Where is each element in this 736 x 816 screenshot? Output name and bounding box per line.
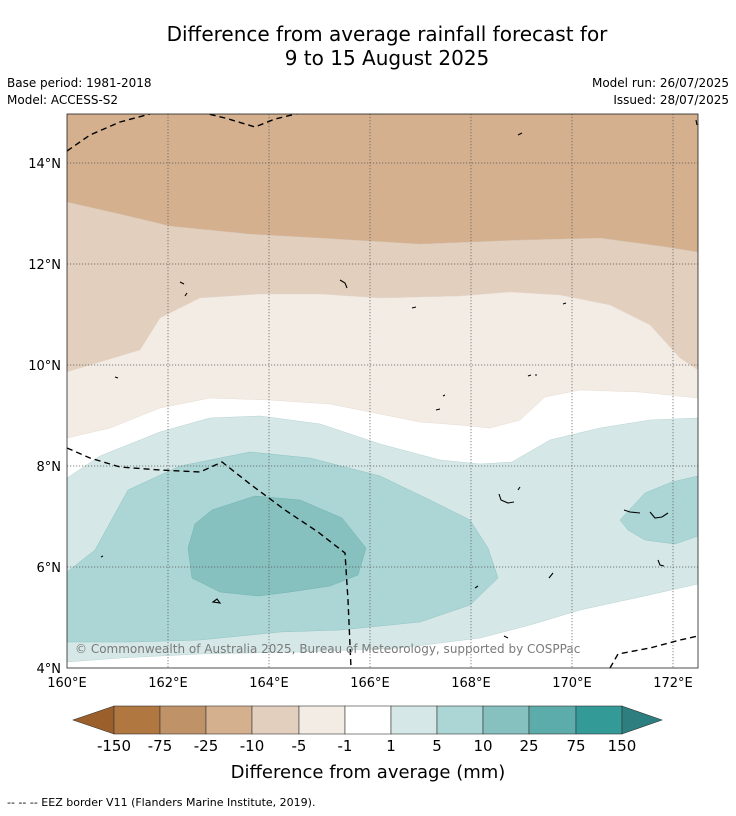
lat-tick-label: 12°N bbox=[28, 258, 61, 273]
chart-title: Difference from average rainfall forecas… bbox=[0, 22, 736, 70]
colorbar-label: -1 bbox=[338, 737, 353, 755]
contour-wet-25 bbox=[187, 495, 367, 597]
colorbar-label: -150 bbox=[97, 737, 131, 755]
island bbox=[498, 486, 521, 504]
contour-wet-10-east bbox=[619, 475, 698, 545]
meta-right: Model run: 26/07/2025 Issued: 28/07/2025 bbox=[592, 75, 729, 109]
colorbar-label: 5 bbox=[432, 737, 442, 755]
colorbar-segment bbox=[482, 705, 530, 735]
rainfall-contours bbox=[67, 114, 698, 668]
colorbar-title: Difference from average (mm) bbox=[231, 762, 506, 783]
island bbox=[435, 394, 446, 411]
colorbar-segment bbox=[575, 705, 623, 735]
colorbar-segment bbox=[113, 705, 161, 735]
colorbar-left-arrow bbox=[72, 705, 115, 735]
meta-left: Base period: 1981-2018 Model: ACCESS-S2 bbox=[7, 75, 152, 109]
island bbox=[623, 509, 669, 519]
island bbox=[211, 598, 222, 604]
colorbar-label: -10 bbox=[240, 737, 265, 755]
colorbar-segment bbox=[205, 705, 253, 735]
island bbox=[114, 376, 119, 379]
colorbar-right-arrow bbox=[621, 705, 663, 735]
model-run-text: Model run: 26/07/2025 bbox=[591, 76, 729, 90]
eez-borders bbox=[67, 114, 698, 668]
island bbox=[339, 279, 348, 289]
gridlines bbox=[67, 114, 698, 668]
lat-tick-label: 8°N bbox=[37, 460, 62, 475]
island bbox=[517, 132, 523, 136]
eez-legend-note: -- -- -- EEZ border V11 (Flanders Marine… bbox=[7, 796, 316, 809]
colorbar-label: 25 bbox=[519, 737, 538, 755]
island bbox=[548, 559, 665, 579]
colorbar-label: 75 bbox=[566, 737, 585, 755]
colorbar-label: -75 bbox=[148, 737, 173, 755]
island bbox=[411, 306, 417, 309]
colorbar-label: 150 bbox=[608, 737, 637, 755]
lon-tick-label: 168°E bbox=[451, 676, 491, 691]
lon-tick-label: 170°E bbox=[552, 676, 592, 691]
lon-tick-label: 162°E bbox=[148, 676, 188, 691]
colorbar-label: 1 bbox=[386, 737, 396, 755]
lat-tick-label: 14°N bbox=[28, 157, 61, 172]
title-line-2: 9 to 15 August 2025 bbox=[284, 46, 490, 70]
issued-text: Issued: 28/07/2025 bbox=[613, 93, 729, 107]
copyright-text: © Commonwealth of Australia 2025, Bureau… bbox=[75, 642, 580, 656]
lon-tick-label: 172°E bbox=[653, 676, 693, 691]
colorbar-segment bbox=[436, 705, 484, 735]
base-period-text: Base period: 1981-2018 bbox=[7, 76, 152, 90]
lat-tick-label: 4°N bbox=[37, 662, 62, 677]
lon-tick-label: 160°E bbox=[47, 676, 87, 691]
colorbar-label: -5 bbox=[292, 737, 307, 755]
colorbar-segment bbox=[159, 705, 207, 735]
title-line-1: Difference from average rainfall forecas… bbox=[166, 22, 608, 46]
lat-ticks: 4°N 6°N 8°N 10°N 12°N 14°N bbox=[28, 157, 61, 677]
colorbar-segment bbox=[298, 705, 346, 735]
colorbar-label: -25 bbox=[194, 737, 219, 755]
model-text: Model: ACCESS-S2 bbox=[7, 93, 119, 107]
plot-frame bbox=[66, 113, 699, 669]
island bbox=[562, 302, 567, 305]
colorbar-segment bbox=[251, 705, 300, 735]
colorbar-segment bbox=[528, 705, 577, 735]
lat-tick-label: 6°N bbox=[37, 561, 62, 576]
island bbox=[179, 281, 188, 297]
eez-border-central bbox=[67, 447, 352, 668]
islands bbox=[100, 119, 698, 639]
lon-ticks: 160°E 162°E 164°E 166°E 168°E 170°E 172°… bbox=[47, 676, 693, 691]
lon-tick-label: 164°E bbox=[249, 676, 289, 691]
colorbar-labels: -150 -75 -25 -10 -5 -1 1 5 10 25 75 150 bbox=[97, 737, 636, 755]
colorbar-label: 10 bbox=[473, 737, 492, 755]
island bbox=[474, 585, 509, 639]
lon-tick-label: 166°E bbox=[350, 676, 390, 691]
island bbox=[527, 374, 537, 377]
colorbar-segment bbox=[390, 705, 438, 735]
island bbox=[100, 119, 698, 558]
colorbar-segment bbox=[344, 705, 392, 735]
lat-tick-label: 10°N bbox=[28, 359, 61, 374]
eez-border-south bbox=[609, 635, 698, 668]
colorbar: -150 -75 -25 -10 -5 -1 1 5 10 25 75 150 … bbox=[72, 705, 663, 783]
eez-border-north bbox=[67, 114, 151, 152]
